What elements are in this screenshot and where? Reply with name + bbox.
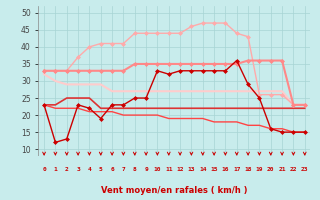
X-axis label: Vent moyen/en rafales ( km/h ): Vent moyen/en rafales ( km/h ) bbox=[101, 186, 248, 195]
